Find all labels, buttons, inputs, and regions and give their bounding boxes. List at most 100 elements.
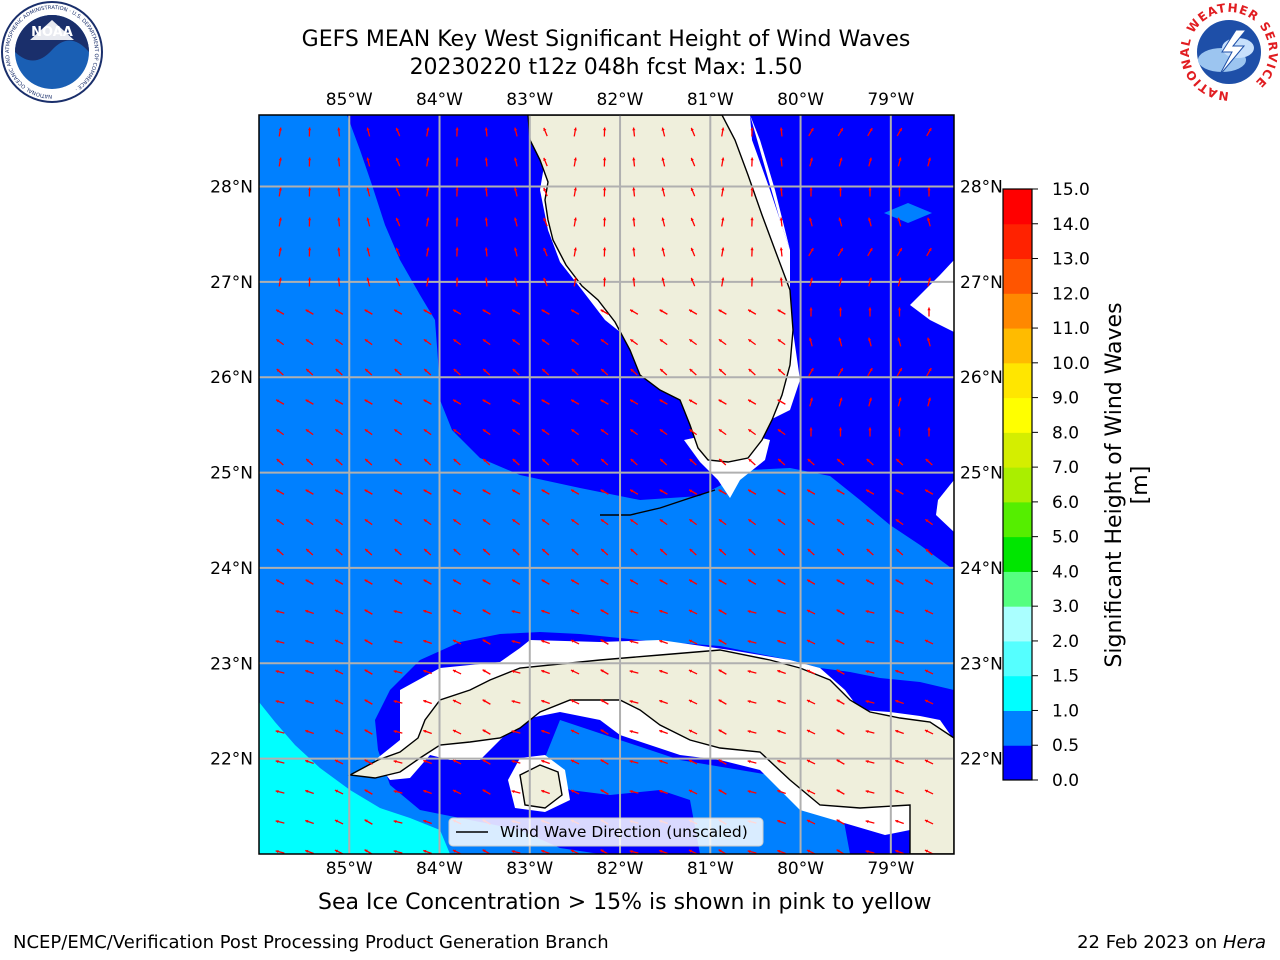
wave-arrowhead (927, 397, 932, 401)
wave-arrowhead (511, 639, 515, 644)
colorbar-tick-label: 4.0 (1052, 562, 1079, 582)
map-area (259, 115, 963, 854)
wave-arrowhead (275, 699, 279, 704)
wave-arrowhead (305, 639, 309, 643)
wave-arrowhead (898, 128, 902, 132)
wave-arrowhead (423, 669, 427, 673)
wave-arrowhead (395, 247, 399, 251)
lon-label: 79°W (867, 90, 914, 110)
wave-arrowhead (836, 669, 840, 673)
wave-arrowhead (511, 699, 515, 704)
wave-arrowhead (452, 609, 457, 613)
wave-arrowhead (334, 669, 339, 673)
wave-arrowhead (305, 849, 309, 853)
wave-arrowhead (600, 339, 605, 343)
wave-arrowhead (718, 519, 723, 523)
wave-arrowhead (661, 187, 665, 191)
wave-arrowhead (958, 128, 961, 131)
wave-arrowhead (334, 609, 339, 613)
wave-arrowhead (750, 277, 754, 281)
wave-arrowhead (924, 639, 929, 643)
wave-arrowhead (924, 759, 929, 763)
wave-arrowhead (334, 759, 339, 763)
wave-arrowhead (366, 277, 370, 281)
wave-level-1-1p5 (259, 702, 450, 854)
wave-arrowhead (278, 247, 282, 251)
wave-arrowhead (482, 699, 486, 703)
wave-arrowhead (839, 277, 843, 281)
wave-arrowhead (307, 157, 312, 161)
wave-arrowhead (573, 127, 577, 131)
wave-arrowhead (423, 789, 427, 793)
wave-arrowhead (424, 548, 428, 553)
wave-arrowhead (865, 729, 869, 734)
wave-arrowhead (571, 368, 575, 373)
wave-arrowhead (482, 789, 486, 793)
graticule (259, 115, 954, 854)
wave-arrowhead (688, 849, 693, 853)
wave-arrowhead (275, 849, 279, 854)
wave-arrowhead (721, 277, 725, 281)
lat-label: 27°N (960, 273, 1003, 293)
wave-arrowhead (718, 579, 722, 583)
wave-arrowhead (364, 609, 368, 613)
wave-arrow (955, 730, 963, 735)
wave-arrowhead (955, 730, 958, 733)
wave-arrowhead (483, 548, 487, 553)
wave-arrowhead (630, 368, 634, 373)
lon-label: 83°W (506, 859, 553, 879)
wave-arrowhead (423, 699, 427, 703)
wave-arrowhead (660, 548, 664, 553)
wave-arrowhead (278, 187, 282, 191)
wave-arrowhead (541, 789, 545, 793)
wave-arrowhead (541, 639, 545, 643)
wave-arrow (955, 519, 962, 524)
wave-arrowhead (896, 548, 900, 553)
wave-arrowhead (688, 729, 693, 733)
wave-arrowhead (897, 427, 902, 431)
wave-arrowhead (925, 579, 929, 583)
wave-arrow (957, 218, 959, 227)
wave-arrowhead (600, 399, 604, 403)
wave-arrowhead (305, 609, 309, 613)
lon-label: 84°W (416, 859, 463, 879)
colorbar-tick-label: 5.0 (1052, 528, 1079, 548)
wave-arrowhead (629, 789, 633, 794)
wave-arrowhead (750, 127, 754, 131)
wave-arrowhead (924, 849, 929, 853)
lat-label: 25°N (210, 464, 253, 484)
wave-arrowhead (895, 699, 899, 703)
wave-arrowhead (452, 639, 457, 643)
wave-arrowhead (395, 127, 399, 131)
wave-arrowhead (512, 309, 516, 313)
wave-arrowhead (423, 729, 427, 733)
wave-arrowhead (777, 729, 781, 733)
wave-arrowhead (423, 609, 427, 613)
wave-arrowhead (779, 157, 783, 161)
wave-arrowhead (926, 217, 931, 221)
wave-arrowhead (541, 489, 545, 493)
wave-arrowhead (718, 699, 722, 703)
wave-arrowhead (394, 579, 398, 583)
wave-arrowhead (689, 458, 693, 463)
wave-arrowhead (778, 368, 782, 373)
wave-arrowhead (512, 429, 516, 433)
wave-arrowhead (276, 399, 280, 403)
wave-arrowhead (335, 429, 339, 433)
colorbar-tick-label: 1.0 (1052, 701, 1079, 721)
wave-arrowhead (571, 579, 575, 583)
wave-arrowhead (688, 639, 693, 643)
wave-arrowhead (839, 157, 843, 161)
wave-arrowhead (305, 429, 310, 433)
wave-arrowhead (806, 789, 811, 793)
wave-arrowhead (600, 759, 604, 763)
wave-arrowhead (511, 849, 515, 854)
wave-arrowhead (275, 609, 279, 614)
wave-arrowhead (276, 489, 280, 493)
wave-arrowhead (601, 548, 605, 553)
lon-label: 83°W (506, 90, 553, 110)
wave-arrowhead (955, 670, 958, 673)
wave-arrowhead (334, 849, 339, 853)
wave-arrowhead (955, 790, 958, 793)
